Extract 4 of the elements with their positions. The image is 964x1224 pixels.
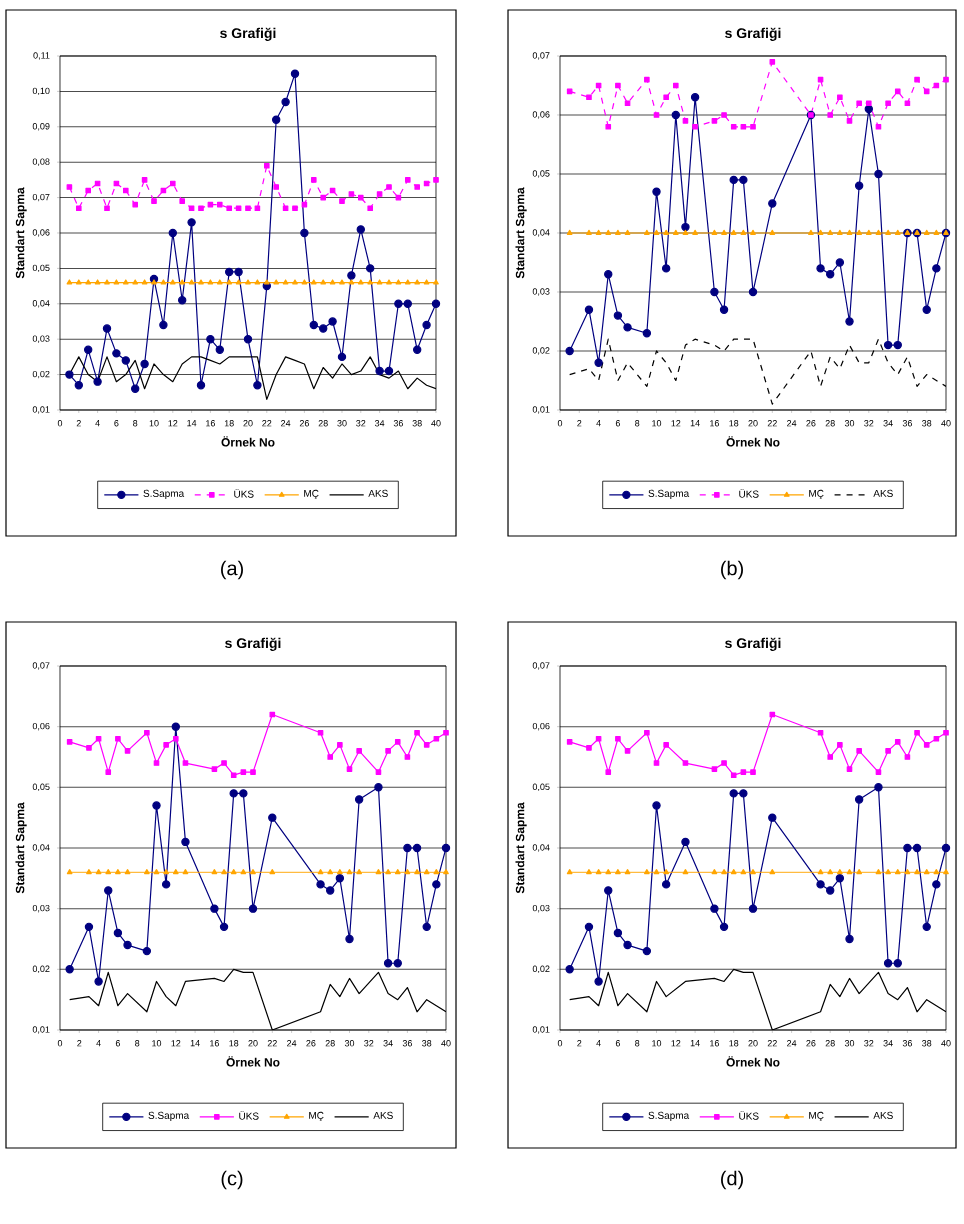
text: (a) bbox=[221, 560, 243, 580]
text: (b) bbox=[721, 560, 743, 580]
text: (d) bbox=[721, 1170, 743, 1190]
text: (c) bbox=[221, 1170, 243, 1190]
